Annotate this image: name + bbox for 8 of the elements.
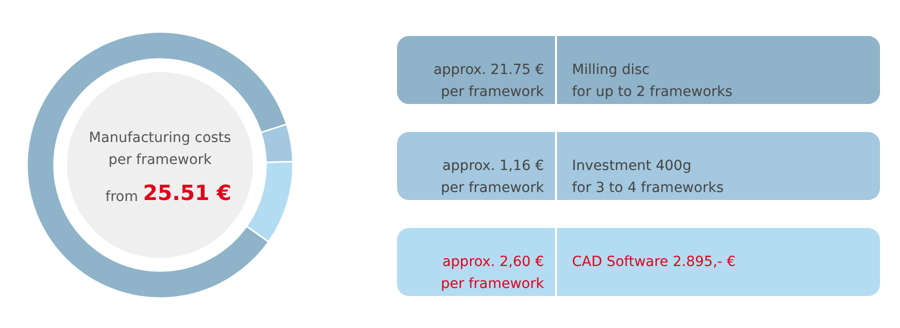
text: CAD Software 2.895,- €	[572, 254, 736, 270]
text: approx. 1,16 € per framework	[440, 158, 545, 196]
text: Manufacturing costs per framework	[88, 130, 232, 168]
text: Milling disc for up to 2 frameworks	[572, 62, 732, 100]
text: approx. 2,60 € per framework	[440, 254, 545, 292]
text: Investment 400g for 3 to 4 frameworks	[572, 158, 724, 196]
text: from 25.51 €	[105, 181, 232, 205]
text: approx. 21.75 € per framework	[433, 62, 545, 100]
